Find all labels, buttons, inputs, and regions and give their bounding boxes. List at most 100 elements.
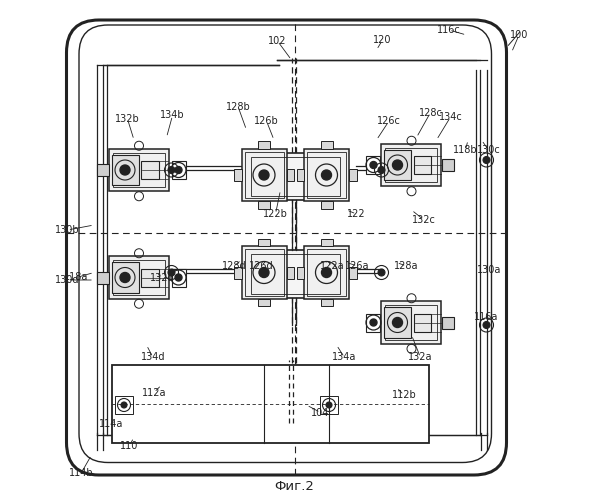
Text: 130a: 130a bbox=[477, 265, 501, 275]
Bar bbox=[413, 156, 431, 174]
Bar bbox=[109, 149, 169, 191]
Text: 104: 104 bbox=[311, 408, 330, 418]
Text: 128a: 128a bbox=[394, 261, 419, 271]
Circle shape bbox=[393, 160, 403, 170]
Text: 100: 100 bbox=[510, 30, 528, 40]
Bar bbox=[234, 266, 241, 278]
Bar bbox=[366, 314, 381, 332]
Circle shape bbox=[370, 162, 377, 168]
Bar bbox=[141, 161, 158, 179]
Bar bbox=[320, 238, 333, 246]
Bar bbox=[171, 268, 186, 286]
Bar bbox=[320, 298, 333, 306]
Bar bbox=[250, 254, 340, 294]
Bar bbox=[247, 152, 344, 200]
Text: 122: 122 bbox=[347, 209, 366, 219]
Bar bbox=[381, 144, 442, 186]
Circle shape bbox=[175, 166, 182, 173]
Bar bbox=[413, 314, 431, 332]
Circle shape bbox=[121, 402, 127, 408]
Bar bbox=[97, 164, 109, 176]
Text: 118b: 118b bbox=[453, 145, 478, 155]
Circle shape bbox=[175, 274, 182, 281]
Bar bbox=[258, 238, 270, 246]
Text: 128d: 128d bbox=[222, 261, 246, 271]
Text: 114a: 114a bbox=[99, 419, 124, 429]
Text: 110: 110 bbox=[120, 441, 138, 451]
Bar bbox=[296, 169, 304, 181]
Bar bbox=[286, 266, 294, 278]
Bar bbox=[349, 169, 356, 181]
Bar bbox=[234, 169, 241, 181]
Bar bbox=[250, 156, 340, 196]
Bar bbox=[307, 249, 346, 296]
Circle shape bbox=[378, 269, 385, 276]
Text: 130d: 130d bbox=[55, 275, 79, 285]
Circle shape bbox=[321, 170, 331, 180]
Bar bbox=[115, 396, 133, 414]
Bar bbox=[113, 153, 165, 187]
Text: 132a: 132a bbox=[408, 352, 433, 362]
Bar bbox=[307, 152, 346, 198]
Bar bbox=[296, 266, 304, 278]
Text: 132b: 132b bbox=[115, 114, 140, 124]
Bar bbox=[244, 152, 283, 198]
Bar bbox=[349, 266, 356, 278]
Bar bbox=[111, 365, 429, 442]
Circle shape bbox=[370, 319, 377, 326]
Circle shape bbox=[483, 156, 490, 164]
Bar bbox=[109, 256, 169, 298]
Text: 134a: 134a bbox=[332, 352, 356, 362]
Text: 114b: 114b bbox=[69, 468, 94, 477]
Text: 130c: 130c bbox=[477, 145, 500, 155]
Bar bbox=[111, 154, 139, 185]
Bar bbox=[141, 268, 158, 286]
Text: 126b: 126b bbox=[254, 116, 279, 126]
Bar bbox=[366, 156, 381, 174]
Text: 128b: 128b bbox=[225, 102, 250, 112]
Text: 118a: 118a bbox=[64, 272, 89, 282]
Text: 122a: 122a bbox=[320, 261, 345, 271]
Circle shape bbox=[483, 322, 490, 328]
Circle shape bbox=[259, 268, 269, 278]
Bar bbox=[258, 141, 270, 149]
Bar bbox=[247, 250, 344, 298]
Text: 112a: 112a bbox=[142, 388, 166, 398]
Bar bbox=[244, 249, 283, 296]
Bar bbox=[320, 201, 333, 209]
Text: 134b: 134b bbox=[160, 110, 185, 120]
Bar bbox=[381, 301, 442, 344]
Text: 134c: 134c bbox=[439, 112, 463, 122]
Bar bbox=[286, 169, 294, 181]
Bar bbox=[241, 246, 286, 298]
Circle shape bbox=[326, 402, 332, 408]
Text: 116a: 116a bbox=[474, 312, 499, 322]
Circle shape bbox=[120, 165, 130, 175]
Text: 122b: 122b bbox=[263, 209, 288, 219]
Bar bbox=[385, 305, 438, 340]
Text: 132d: 132d bbox=[150, 273, 175, 283]
Bar bbox=[384, 307, 411, 338]
Text: 130b: 130b bbox=[55, 225, 80, 235]
Text: 102: 102 bbox=[268, 36, 287, 46]
Bar bbox=[304, 246, 349, 298]
Bar bbox=[241, 149, 286, 201]
Bar bbox=[304, 149, 349, 201]
Bar bbox=[111, 262, 139, 292]
Text: 134d: 134d bbox=[141, 352, 165, 362]
Circle shape bbox=[168, 166, 175, 173]
Text: 126d: 126d bbox=[249, 261, 274, 271]
Text: Фиг.2: Фиг.2 bbox=[274, 480, 314, 494]
Text: 120: 120 bbox=[373, 35, 392, 45]
Bar bbox=[320, 396, 338, 414]
Bar bbox=[258, 201, 270, 209]
Bar bbox=[442, 159, 454, 171]
Bar bbox=[320, 141, 333, 149]
Bar bbox=[384, 150, 411, 180]
Circle shape bbox=[259, 170, 269, 180]
Circle shape bbox=[378, 166, 385, 173]
Bar bbox=[113, 260, 165, 294]
Bar bbox=[385, 148, 438, 182]
Bar bbox=[258, 298, 270, 306]
Circle shape bbox=[321, 268, 331, 278]
